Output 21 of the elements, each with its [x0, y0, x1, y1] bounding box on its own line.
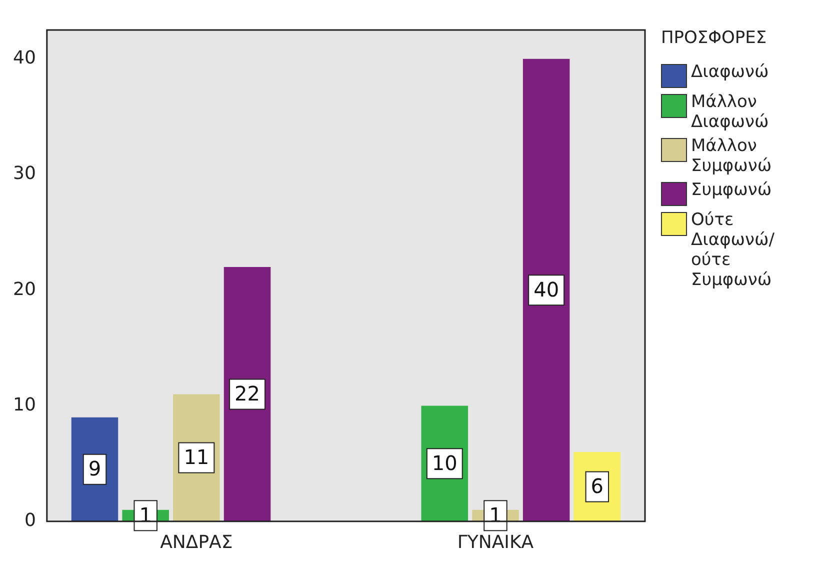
y-tick-label: 0	[24, 510, 36, 532]
data-label: 11	[184, 445, 210, 470]
data-label: 40	[534, 277, 560, 302]
legend-label: Διαφωνώ	[691, 62, 769, 82]
data-label: 6	[590, 474, 604, 498]
data-label: 10	[432, 450, 458, 475]
x-tick-label: ΑΝΔΡΑΣ	[160, 532, 233, 553]
y-tick-label: 10	[13, 394, 36, 416]
y-tick-label: 20	[13, 278, 36, 300]
legend-label: Μάλλον Διαφωνώ	[691, 92, 770, 132]
data-label: 9	[88, 456, 102, 481]
y-tick-label: 40	[13, 48, 36, 69]
bar	[522, 58, 570, 522]
legend-label: Μάλλον Συμφωνώ	[691, 136, 773, 176]
y-tick-label: 30	[13, 163, 36, 184]
legend-title: ΠΡΟΣΦΟΡΕΣ	[661, 28, 768, 48]
data-label: 22	[234, 381, 260, 406]
bar	[224, 267, 271, 522]
legend-label: Συμφωνώ	[691, 180, 772, 200]
x-tick-label: ΓΥΝΑΙΚΑ	[457, 532, 534, 553]
legend-label: Ούτε Διαφωνώ/ούτε Συμφωνώ	[691, 210, 776, 290]
